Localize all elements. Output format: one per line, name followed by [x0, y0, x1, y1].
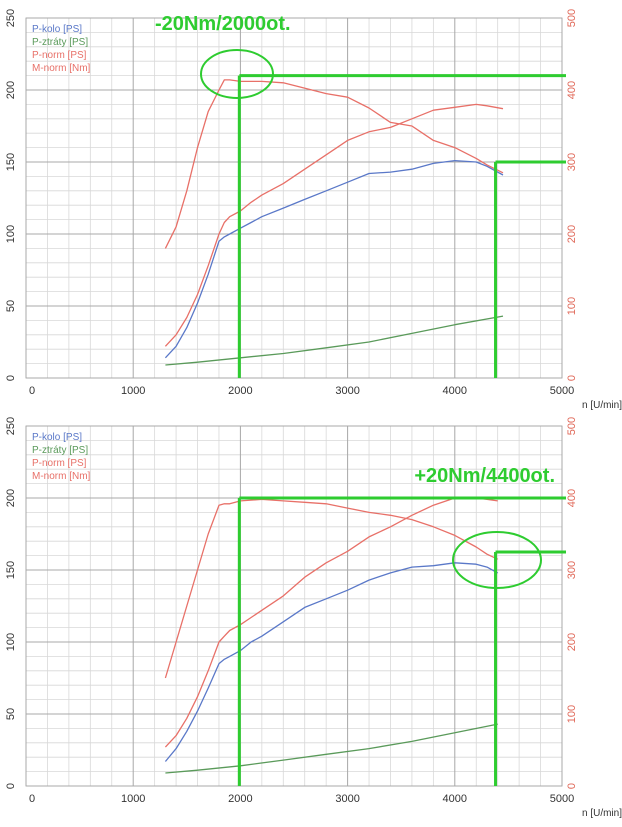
y-left-tick-label: 200 [5, 81, 17, 99]
y-left-tick-label: 200 [5, 489, 17, 507]
series-line-m-norm-nm [164, 498, 498, 679]
y-left-tick-label: 100 [5, 633, 17, 651]
y-right-tick-label: 300 [566, 561, 578, 579]
y-left-tick-label: 0 [5, 375, 17, 381]
y-left-tick-label: 250 [5, 9, 17, 27]
x-tick-label: 3000 [335, 385, 359, 397]
chart-annotation: -20Nm/2000ot. [155, 13, 291, 35]
x-tick-label: 2000 [228, 793, 252, 805]
series-line-p-ztr-ty-ps [165, 723, 498, 774]
y-right-tick-label: 0 [566, 375, 578, 381]
y-left-tick-label: 250 [5, 417, 17, 435]
legend-entry: P-kolo [PS] [32, 24, 82, 35]
x-tick-label: 4000 [443, 793, 467, 805]
y-left-tick-label: 150 [5, 153, 17, 171]
series-line-p-kolo-ps [164, 159, 504, 359]
x-tick-label: 5000 [550, 385, 574, 397]
legend-entry: P-norm [PS] [32, 50, 87, 61]
legend-entry: M-norm [Nm] [32, 471, 91, 482]
y-right-tick-label: 500 [566, 417, 578, 435]
y-right-tick-label: 400 [566, 489, 578, 507]
plot-area [25, 425, 563, 787]
y-left-tick-label: 0 [5, 783, 17, 789]
x-tick-label: 0 [29, 385, 35, 397]
y-left-tick-label: 50 [5, 708, 17, 720]
y-right-tick-label: 300 [566, 153, 578, 171]
legend-entry: M-norm [Nm] [32, 63, 91, 74]
legend-entry: P-norm [PS] [32, 458, 87, 469]
x-tick-label: 0 [29, 793, 35, 805]
series-line-p-ztr-ty-ps [165, 315, 504, 366]
y-right-tick-label: 0 [566, 783, 578, 789]
x-tick-label: 2000 [228, 385, 252, 397]
x-tick-label: 1000 [121, 385, 145, 397]
legend-entry: P-kolo [PS] [32, 432, 82, 443]
y-left-tick-label: 100 [5, 225, 17, 243]
series-line-p-norm-ps [164, 103, 504, 347]
legend-entry: P-ztráty [PS] [32, 37, 88, 48]
series-line-p-kolo-ps [164, 562, 499, 762]
x-tick-label: 4000 [443, 385, 467, 397]
chart-annotation: +20Nm/4400ot. [414, 465, 555, 487]
y-right-tick-label: 200 [566, 633, 578, 651]
y-right-tick-label: 200 [566, 225, 578, 243]
highlight-ellipse [200, 49, 274, 99]
y-left-tick-label: 50 [5, 300, 17, 312]
x-tick-label: 1000 [121, 793, 145, 805]
y-left-tick-label: 150 [5, 561, 17, 579]
y-right-tick-label: 400 [566, 81, 578, 99]
series-line-m-norm-nm [164, 79, 504, 249]
x-tick-label: 3000 [335, 793, 359, 805]
x-axis-label: n [U/min] [582, 400, 622, 411]
y-right-tick-label: 100 [566, 705, 578, 723]
highlight-ellipse [452, 531, 542, 589]
legend-entry: P-ztráty [PS] [32, 445, 88, 456]
series-line-p-norm-ps [164, 497, 498, 748]
x-tick-label: 5000 [550, 793, 574, 805]
x-axis-label: n [U/min] [582, 808, 622, 819]
plot-area [25, 17, 563, 379]
y-right-tick-label: 500 [566, 9, 578, 27]
y-right-tick-label: 100 [566, 297, 578, 315]
